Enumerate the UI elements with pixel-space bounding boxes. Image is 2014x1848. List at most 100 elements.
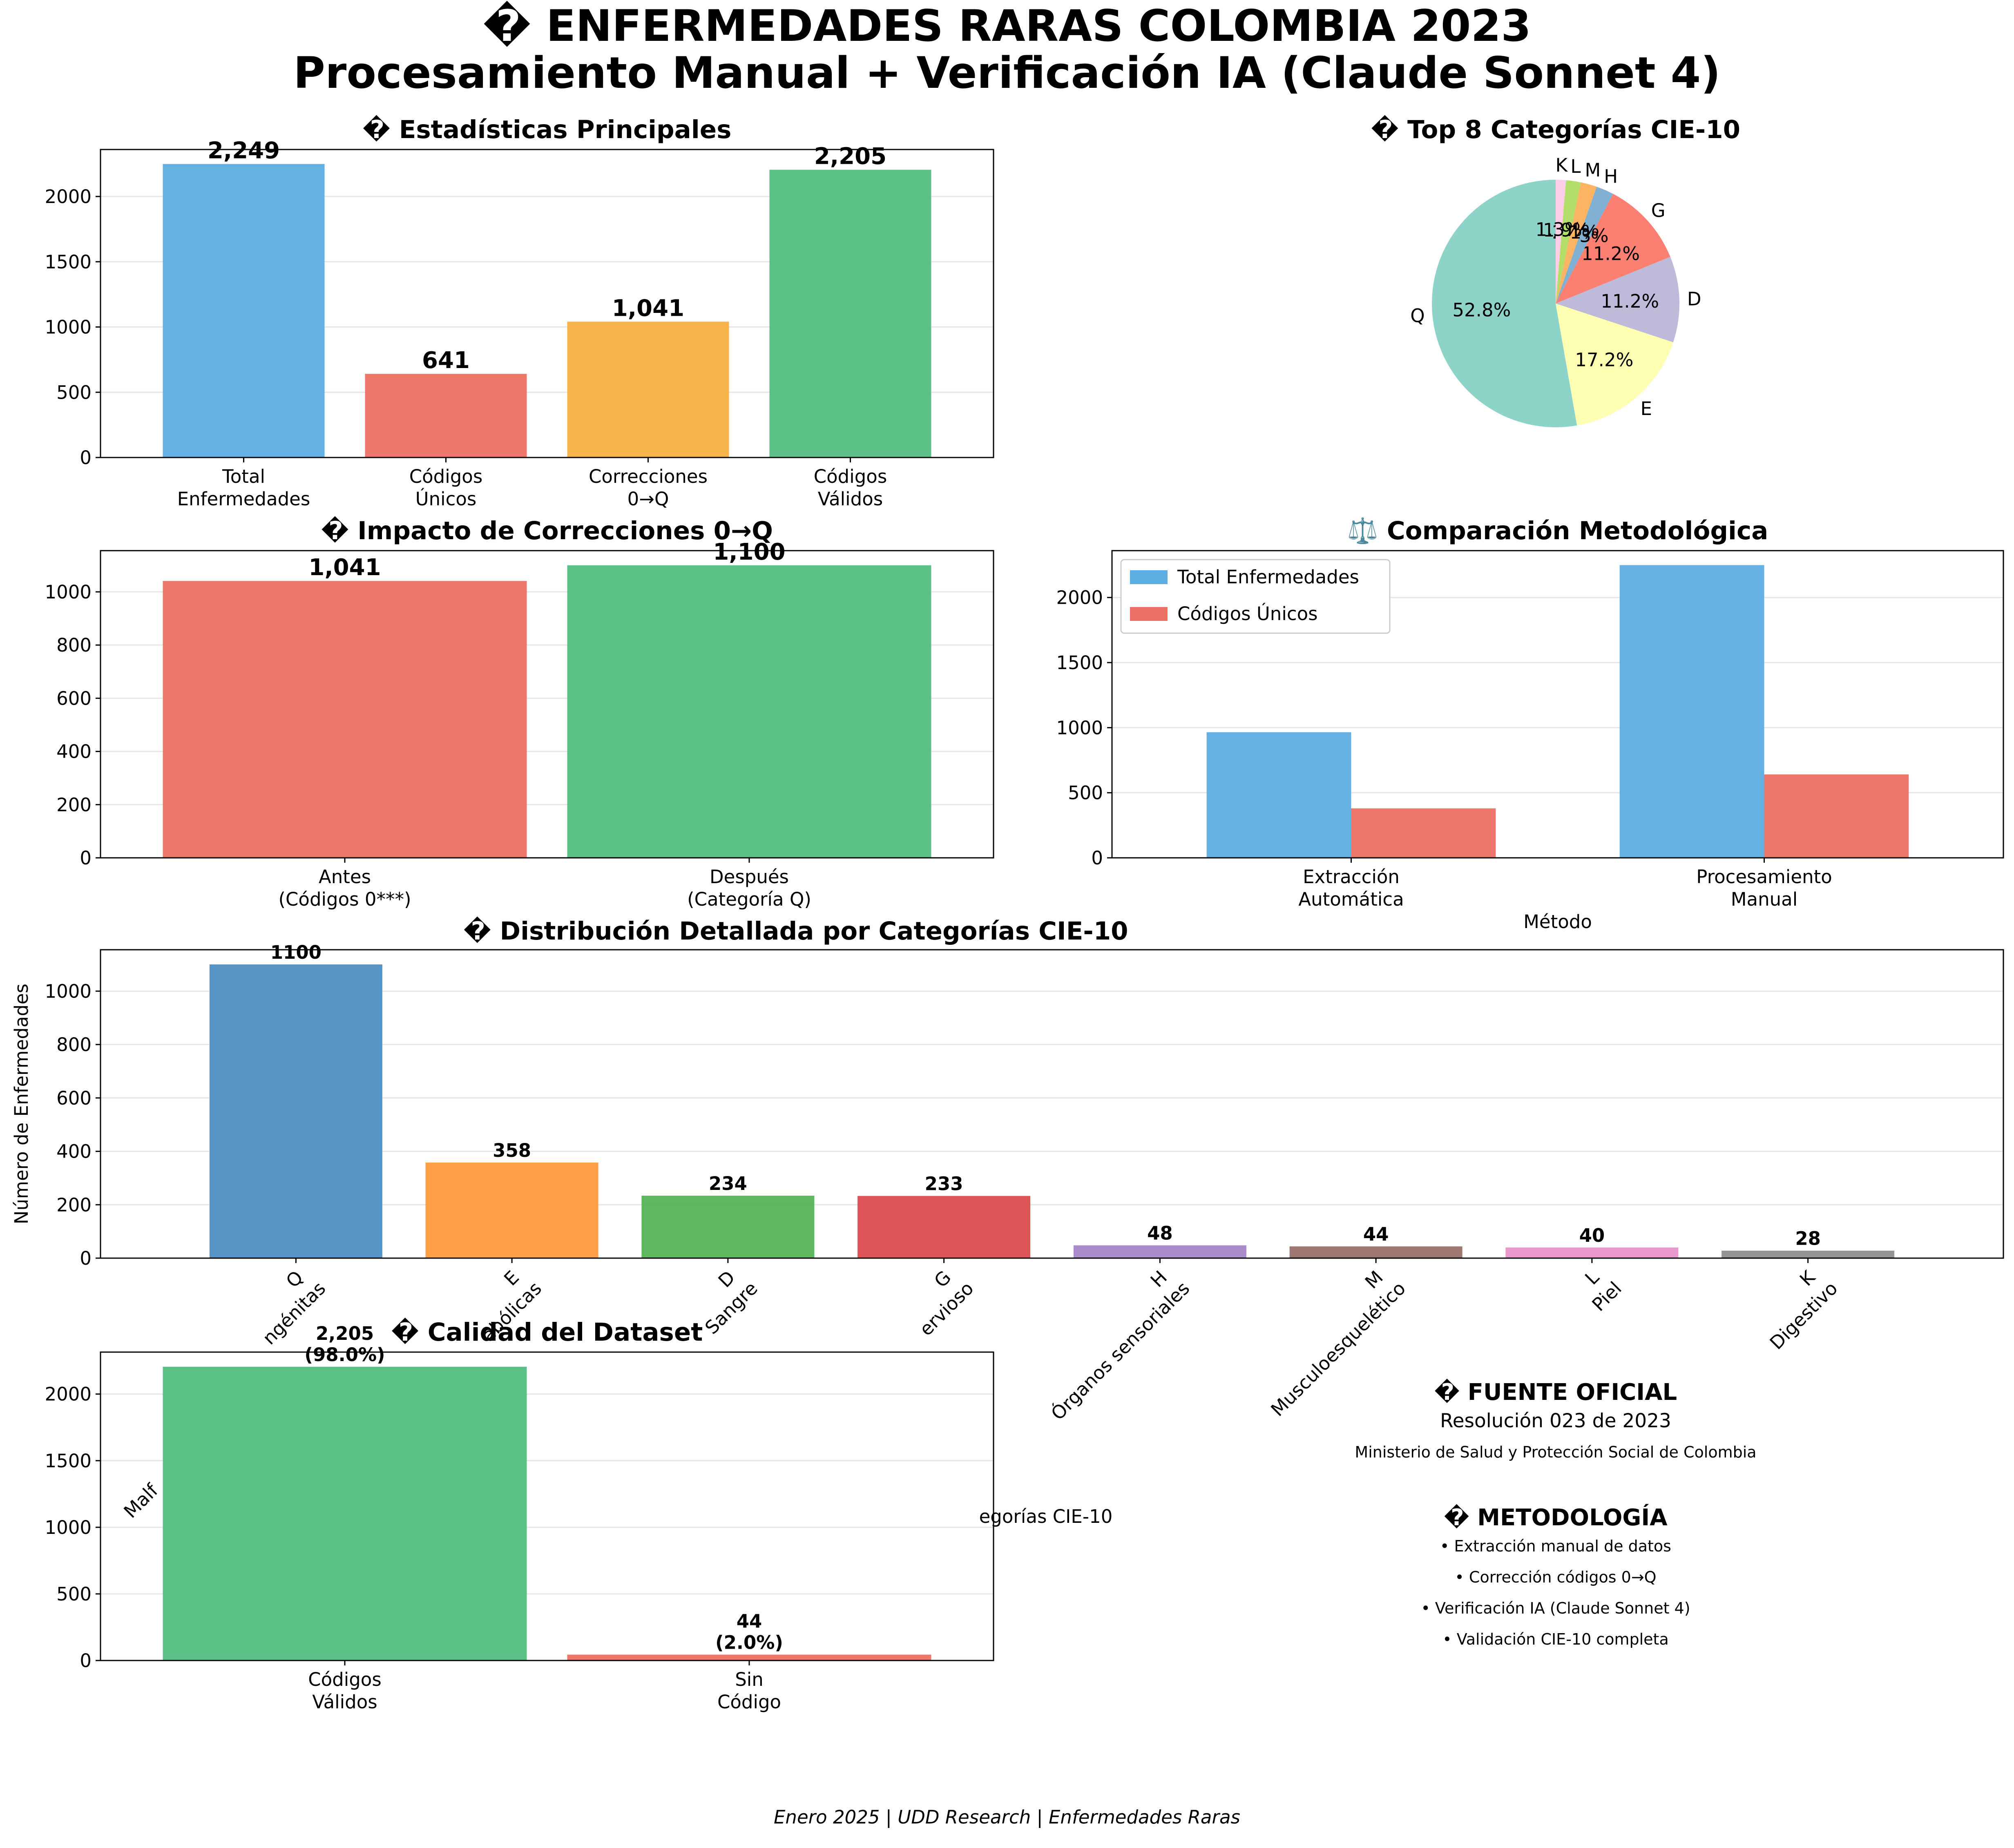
- y-tick-label: 1000: [45, 581, 92, 603]
- quality-title: � Calidad del Dataset: [391, 1317, 703, 1347]
- y-tick-label: 2000: [45, 1384, 92, 1405]
- pie-title: � Top 8 Categorías CIE-10: [1371, 115, 1740, 144]
- pie-category-label: G: [1651, 200, 1666, 221]
- bar-value-label: 233: [925, 1173, 963, 1195]
- y-tick-label: 200: [56, 794, 92, 816]
- source-line2: Ministerio de Salud y Protección Social …: [1355, 1443, 1756, 1461]
- pie-pct-label: 1.3%: [1536, 219, 1582, 240]
- bar-value-label: 28: [1795, 1228, 1821, 1250]
- pie-category-label: K: [1556, 154, 1568, 176]
- dist-ylabel: Número de Enfermedades: [11, 984, 32, 1224]
- pie-slice: [1432, 180, 1577, 427]
- method-item-1: • Extracción manual de datos: [1440, 1537, 1671, 1555]
- y-tick-label: 2000: [1056, 587, 1103, 609]
- panel-stats: � Estadísticas Principales 0 500 1000 1500 20…: [45, 115, 994, 510]
- axes-frame: [100, 550, 994, 859]
- bar-value-label: 2,205 (98.0%): [304, 1323, 385, 1366]
- pie-category-label: M: [1585, 159, 1601, 181]
- bar: [1722, 1250, 1895, 1258]
- method-item-4: • Validación CIE-10 completa: [1442, 1630, 1669, 1648]
- pie-category-label: H: [1604, 166, 1618, 187]
- bar-value-label: 2,249: [208, 137, 280, 164]
- bar-total: [1619, 565, 1764, 858]
- bar-value-label: 44: [1363, 1223, 1389, 1245]
- y-tick-label: 800: [56, 634, 92, 656]
- method-title: � METODOLOGÍA: [1444, 1504, 1668, 1531]
- y-tick-label: 0: [80, 1650, 92, 1672]
- bar: [1505, 1247, 1679, 1258]
- x-category-label: Extracción Automática: [1298, 866, 1404, 910]
- legend-label: Códigos Únicos: [1177, 603, 1318, 625]
- footer: Enero 2025 | UDD Research | Enfermedades…: [774, 1806, 1240, 1828]
- panel-compare: ⚖️ Comparación Metodológica 0 500 1000 1500 2…: [1056, 516, 2004, 933]
- pie-category-label: Q: [1410, 305, 1425, 326]
- y-tick-label: 400: [56, 741, 92, 763]
- impact-title: � Impacto de Correcciones 0→Q: [321, 516, 773, 545]
- bar: [163, 581, 527, 858]
- pie-slice: [1556, 304, 1673, 426]
- bar: [209, 964, 382, 1258]
- x-category-label: Códigos Válidos: [308, 1669, 382, 1713]
- bar: [769, 170, 931, 458]
- stats-title: � Estadísticas Principales: [363, 115, 732, 144]
- bar-value-label: 234: [709, 1173, 747, 1194]
- compare-xlabel: Método: [1523, 911, 1592, 933]
- figure-title-line1: � ENFERMEDADES RARAS COLOMBIA 2023: [483, 0, 1531, 51]
- y-tick-label: 2000: [45, 186, 92, 208]
- pie-pct-label: 17.2%: [1575, 349, 1633, 371]
- pie-slice: [1556, 180, 1581, 304]
- bar-value-label: 641: [422, 347, 470, 374]
- legend-swatch: [1130, 607, 1168, 621]
- bar-value-label: 358: [493, 1140, 531, 1161]
- legend-swatch: [1130, 570, 1168, 584]
- panel-pie: � Top 8 Categorías CIE-10 Q 52.8% E 17.2% D 11…: [1371, 115, 1740, 427]
- y-tick-label: 0: [80, 847, 92, 869]
- bar-value-label: 1100: [270, 942, 322, 963]
- x-category-label: Total Enfermedades: [177, 466, 310, 510]
- bar-value-label: 1,041: [612, 295, 684, 321]
- bar-value-label: 1,041: [308, 554, 381, 581]
- source-title: � FUENTE OFICIAL: [1434, 1378, 1677, 1406]
- y-tick-label: 0: [80, 1248, 92, 1269]
- y-tick-label: 800: [56, 1034, 92, 1056]
- panel-impact: � Impacto de Correcciones 0→Q 0 200 400 600 8…: [45, 516, 994, 910]
- bar: [163, 164, 325, 458]
- y-tick-label: 500: [1068, 782, 1103, 804]
- x-category-label: Después (Categoría Q): [687, 866, 811, 910]
- y-tick-label: 1000: [45, 980, 92, 1002]
- x-category-label: Códigos Únicos: [409, 466, 483, 510]
- bar-unique: [1764, 774, 1909, 858]
- bar: [641, 1196, 815, 1258]
- bar: [425, 1162, 598, 1258]
- x-category-label: Correcciones 0→Q: [589, 466, 708, 510]
- y-tick-label: 1000: [45, 317, 92, 338]
- dist-xlabel: egorías CIE-10: [979, 1506, 1113, 1527]
- pie-category-label: D: [1687, 288, 1701, 310]
- pie-slice: [1556, 182, 1597, 304]
- pie-pct-label: 1.9%: [1543, 219, 1590, 241]
- x-category-label: Códigos Válidos: [814, 466, 887, 510]
- compare-title: ⚖️ Comparación Metodológica: [1347, 516, 1768, 545]
- axes-frame: [1111, 550, 2004, 859]
- pie-slice: [1556, 180, 1566, 304]
- pie-slice: [1556, 257, 1679, 342]
- bar: [1289, 1246, 1462, 1258]
- bar-value-label: 40: [1579, 1225, 1605, 1246]
- bar-value-label: 48: [1147, 1223, 1173, 1244]
- bar: [1073, 1245, 1246, 1258]
- figure-title-line2: Procesamiento Manual + Verificación IA (…: [293, 48, 1721, 98]
- bar-value-label: 2,205: [814, 143, 886, 170]
- bar: [567, 565, 931, 858]
- y-tick-label: 200: [56, 1194, 92, 1216]
- source-line1: Resolución 023 de 2023: [1440, 1410, 1671, 1432]
- bar-total: [1206, 732, 1351, 858]
- panel-quality: � Calidad del Dataset 0 500 1000 1500 2000 2,2…: [45, 1317, 994, 1713]
- method-item-2: • Corrección códigos 0→Q: [1455, 1568, 1656, 1586]
- y-tick-label: 600: [56, 1087, 92, 1109]
- pie-slice: [1556, 187, 1613, 304]
- bar-value-label: 1,100: [713, 539, 785, 565]
- pie-category-label: E: [1641, 398, 1652, 420]
- pie-pct-label: 11.2%: [1581, 243, 1640, 265]
- bar: [567, 1654, 931, 1661]
- y-tick-label: 1500: [45, 1450, 92, 1472]
